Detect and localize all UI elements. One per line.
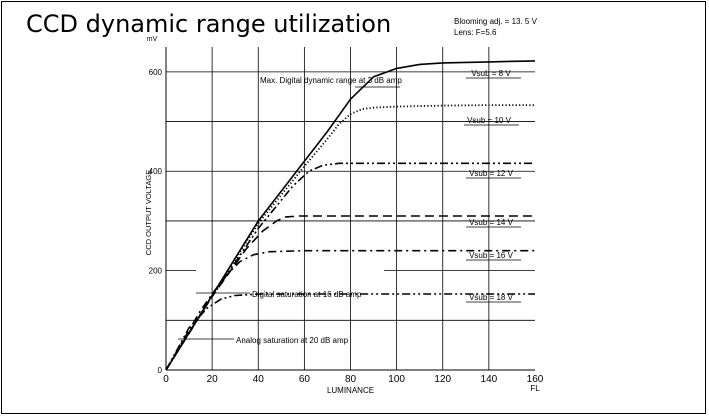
- x-tick-label: 60: [299, 374, 311, 385]
- series-label-vsub-18v: Vsub = 18 V: [469, 293, 513, 302]
- lens-note: Lens: F=5.6: [454, 28, 497, 37]
- series-label-vsub-12v: Vsub = 12 V: [469, 169, 513, 178]
- x-tick-label: 40: [253, 374, 265, 385]
- annotation-max-dynamic-range: Max. Digital dynamic range at 3 dB amp: [260, 76, 402, 85]
- x-tick-label: 160: [527, 374, 544, 385]
- series-line-vsub-8v: [165, 60, 536, 371]
- chart-title: CCD dynamic range utilization: [26, 10, 392, 38]
- series-line-vsub-14v: [165, 215, 535, 371]
- y-tick-label: 0: [158, 366, 163, 375]
- blooming-note: Blooming adj. = 13. 5 V: [454, 17, 537, 26]
- x-tick-label: 140: [481, 374, 498, 385]
- y-tick-label: 600: [149, 68, 163, 77]
- annotation-digital-saturation: Digital saturation at 16 dB amp: [252, 290, 362, 299]
- series-label-vsub-10v: Vsub = 10 V: [467, 116, 511, 125]
- x-tick-label: 0: [163, 374, 169, 385]
- series-line-vsub-18v: [165, 293, 535, 371]
- series-line-vsub-10v: [165, 104, 535, 371]
- y-tick-label: 400: [149, 167, 163, 176]
- x-unit-label: FL: [530, 384, 540, 393]
- x-tick-label: 100: [388, 374, 405, 385]
- x-tick-label: 20: [207, 374, 219, 385]
- series-line-vsub-16v: [165, 249, 535, 371]
- x-tick-label: 80: [345, 374, 357, 385]
- x-tick-label: 120: [434, 374, 451, 385]
- annotation-analog-saturation: Analog saturation at 20 dB amp: [236, 336, 349, 345]
- y-tick-label: 200: [149, 267, 163, 276]
- series-label-vsub-14v: Vsub = 14 V: [469, 218, 513, 227]
- x-axis-label: LUMINANCE: [327, 386, 374, 395]
- series-label-vsub-8v: Vsub = 8 V: [471, 69, 511, 78]
- series-line-vsub-12v: [165, 162, 535, 371]
- series-label-vsub-16v: Vsub = 16 V: [469, 251, 513, 260]
- y-unit-label: mV: [147, 36, 158, 43]
- y-axis-label: CCD OUTPUT VOLTAGE: [144, 170, 153, 255]
